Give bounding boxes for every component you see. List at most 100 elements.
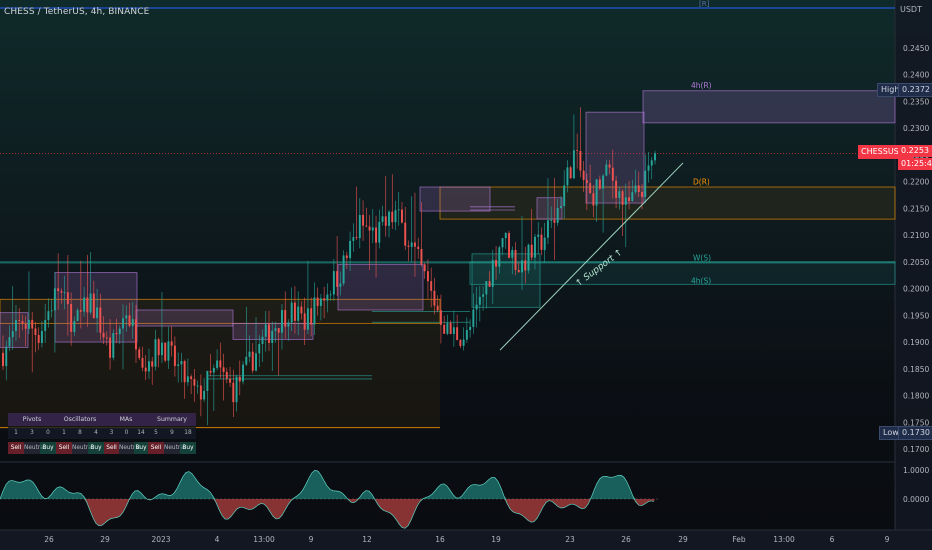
candle-body — [248, 351, 251, 357]
candle-body — [34, 328, 37, 335]
candle-body — [615, 180, 618, 198]
ta-count-cell: 18 — [180, 427, 196, 439]
bar-countdown-tag: 01:25:40 — [898, 158, 932, 170]
ta-signal-cell: Buy — [180, 442, 196, 454]
candle-body — [83, 297, 86, 312]
candle-body — [199, 385, 202, 400]
candle-body — [378, 221, 381, 243]
candle-body — [556, 208, 559, 223]
time-tick-label: 12 — [362, 535, 372, 544]
candle-body — [394, 210, 397, 223]
candle-body — [443, 324, 446, 334]
candle-body — [144, 367, 147, 372]
time-tick-label: 16 — [435, 535, 445, 544]
candle-body — [89, 293, 92, 313]
demand-box-1 — [471, 253, 541, 308]
time-tick-label: 19 — [491, 535, 501, 544]
candle-body — [251, 351, 254, 371]
candle-body — [647, 165, 650, 171]
time-tick-label: 9 — [309, 535, 314, 544]
candle-body — [524, 260, 527, 271]
candle-body — [508, 232, 510, 258]
time-tick-label: 23 — [565, 535, 575, 544]
candle-body — [310, 308, 313, 325]
candle-body — [99, 307, 102, 333]
oscillator-tick-label: 1.0000 — [903, 466, 929, 475]
candle-body — [319, 298, 322, 306]
pivot-box-7 — [536, 197, 563, 220]
candle-body — [618, 191, 621, 198]
candle-body — [245, 356, 248, 365]
candle-body — [472, 309, 475, 327]
candle-body — [401, 209, 403, 223]
candle-body — [303, 313, 306, 330]
candle-body — [608, 164, 611, 168]
ta-signal-cell: Buy — [134, 442, 148, 454]
ta-count-cell: 1 — [8, 427, 24, 439]
candle-body — [410, 242, 413, 247]
pivot-box-6 — [419, 186, 491, 212]
candle-body — [277, 328, 280, 333]
pivot-box-2 — [54, 272, 138, 343]
candle-body — [517, 269, 520, 273]
candle-body — [462, 339, 465, 346]
candle-body — [611, 167, 614, 181]
candle-body — [375, 227, 378, 243]
h4-resistance-zone — [642, 90, 896, 124]
candle-body — [92, 293, 95, 319]
candle-body — [212, 367, 215, 373]
candle-body — [501, 238, 504, 248]
candle-body — [66, 292, 69, 305]
candle-body — [446, 322, 449, 334]
candle-body — [118, 328, 121, 335]
candle-body — [624, 197, 627, 205]
candle-body — [21, 320, 24, 325]
candle-body — [527, 244, 530, 271]
candle-body — [329, 294, 332, 296]
candle-body — [368, 226, 371, 231]
candle-body — [2, 352, 4, 367]
candle-body — [449, 322, 452, 334]
ta-signal-cell: Sell — [104, 442, 119, 454]
candle-body — [170, 341, 173, 346]
candle-body — [358, 214, 361, 239]
candle-body — [86, 297, 89, 313]
candle-body — [112, 333, 115, 358]
candle-body — [504, 232, 507, 239]
candle-body — [349, 240, 352, 259]
candle-body — [345, 255, 348, 259]
time-tick-label: 6 — [830, 535, 835, 544]
candle-body — [125, 315, 128, 319]
daily-resistance-label: D(R) — [693, 177, 710, 186]
price-tick-label: 0.2350 — [903, 97, 929, 106]
support-trendline — [499, 162, 684, 351]
candle-body — [128, 315, 131, 326]
candle-body — [151, 361, 154, 367]
candle-body — [514, 249, 517, 270]
candle-body — [206, 370, 209, 391]
time-tick-label: 26 — [44, 535, 54, 544]
ta-header-pivots: Pivots — [8, 413, 56, 426]
candle-body — [271, 330, 274, 343]
weekly-resistance-top-label: [R] — [699, 0, 710, 8]
candle-body — [73, 321, 76, 332]
ta-count-cell: 0 — [40, 427, 56, 439]
candle-body — [459, 340, 462, 346]
candle-body — [190, 376, 193, 379]
price-tick-label: 0.2050 — [903, 258, 929, 267]
candle-body — [15, 320, 17, 332]
candle-body — [293, 302, 296, 321]
ta-signal-cell: Neutral — [72, 442, 93, 454]
candle-body — [569, 167, 572, 179]
h4-resistance-label: 4h(R) — [691, 81, 712, 90]
candle-body — [109, 337, 112, 358]
ta-header-mas: MAs — [104, 413, 148, 426]
candle-body — [475, 304, 478, 310]
candle-body — [433, 290, 436, 306]
candle-body — [439, 310, 442, 325]
candle-body — [264, 324, 267, 337]
price-tick-label: 0.2450 — [903, 44, 929, 53]
time-tick-label: 13:00 — [773, 535, 795, 544]
